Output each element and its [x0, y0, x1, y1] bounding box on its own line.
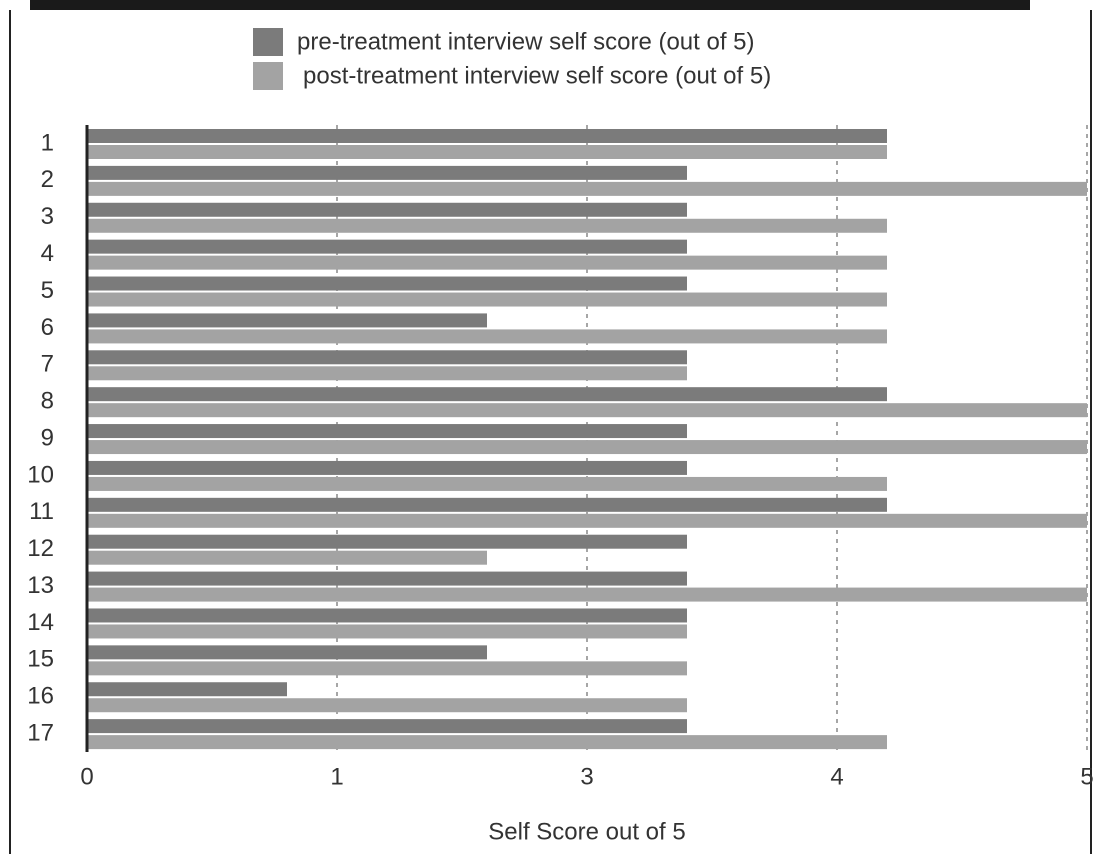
y-tick-label: 2: [41, 166, 54, 193]
bar: [87, 719, 687, 734]
bar: [87, 366, 687, 381]
bar: [87, 313, 487, 328]
bar: [87, 181, 1087, 196]
bar: [87, 440, 1087, 455]
bar: [87, 387, 887, 402]
top-band: [30, 0, 1030, 10]
y-tick-label: 1: [41, 129, 54, 156]
bar: [87, 735, 887, 750]
y-tick-label: 14: [27, 609, 54, 636]
y-tick-label: 5: [41, 277, 54, 304]
y-tick-label: 13: [27, 572, 54, 599]
bar: [87, 682, 287, 697]
bar: [87, 239, 687, 254]
bar: [87, 218, 887, 233]
y-tick-label: 10: [27, 461, 54, 488]
bar: [87, 513, 1087, 528]
y-tick-label: 16: [27, 683, 54, 710]
bar: [87, 624, 687, 639]
bar: [87, 460, 687, 475]
bar: [87, 497, 887, 512]
legend-label: pre-treatment interview self score (out …: [297, 28, 755, 55]
bar: [87, 587, 1087, 602]
x-tick-label: 3: [580, 763, 593, 790]
bar: [87, 698, 687, 713]
bar: [87, 661, 687, 676]
bar: [87, 350, 687, 365]
x-tick-label: 5: [1080, 763, 1093, 790]
x-tick-label: 1: [330, 763, 343, 790]
y-tick-label: 8: [41, 388, 54, 415]
y-tick-label: 7: [41, 351, 54, 378]
bar: [87, 292, 887, 307]
legend-swatch: [253, 62, 283, 90]
bar: [87, 329, 887, 344]
y-tick-label: 9: [41, 424, 54, 451]
y-tick-label: 6: [41, 314, 54, 341]
x-axis-title: Self Score out of 5: [488, 818, 685, 845]
x-tick-label: 4: [830, 763, 843, 790]
bar: [87, 424, 687, 439]
bar: [87, 550, 487, 565]
bar: [87, 276, 687, 291]
bar: [87, 202, 687, 217]
bar: [87, 608, 687, 623]
y-tick-label: 17: [27, 719, 54, 746]
bar: [87, 129, 887, 143]
bar: [87, 403, 1087, 418]
y-tick-label: 12: [27, 535, 54, 562]
bar: [87, 476, 887, 491]
x-tick-label: 0: [80, 763, 93, 790]
bar: [87, 255, 887, 270]
y-tick-label: 11: [29, 498, 54, 525]
y-tick-label: 15: [27, 646, 54, 673]
bar: [87, 145, 887, 159]
legend-swatch: [253, 28, 283, 56]
legend-label: post-treatment interview self score (out…: [303, 62, 771, 89]
bar: [87, 645, 487, 660]
bar: [87, 534, 687, 549]
y-tick-label: 3: [41, 203, 54, 230]
bar: [87, 571, 687, 586]
y-tick-label: 4: [41, 240, 54, 267]
bar: [87, 165, 687, 180]
